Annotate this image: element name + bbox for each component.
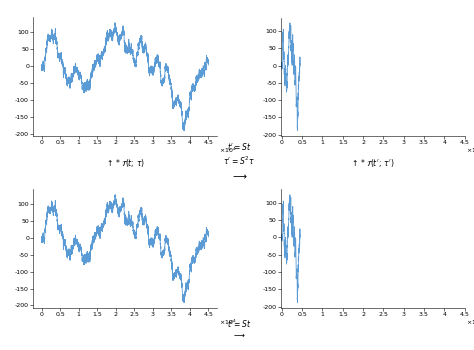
Text: $\uparrow *\mathcal{T}(t;\, \tau)$: $\uparrow *\mathcal{T}(t;\, \tau)$	[105, 158, 145, 169]
Text: $t' = St$
$\longrightarrow$: $t' = St$ $\longrightarrow$	[227, 318, 252, 340]
Text: $\times10^5$: $\times10^5$	[466, 317, 474, 327]
Text: $\uparrow *\mathcal{T}(t';\, \tau')$: $\uparrow *\mathcal{T}(t';\, \tau')$	[350, 158, 395, 169]
Text: $\times10^5$: $\times10^5$	[466, 146, 474, 155]
Text: $t' = St$
$\tau' = S^2\tau$: $t' = St$ $\tau' = S^2\tau$	[223, 141, 255, 167]
Text: $\longrightarrow$: $\longrightarrow$	[231, 172, 248, 182]
Text: $\times10^4$: $\times10^4$	[219, 146, 237, 155]
Text: $\times10^4$: $\times10^4$	[219, 317, 237, 327]
